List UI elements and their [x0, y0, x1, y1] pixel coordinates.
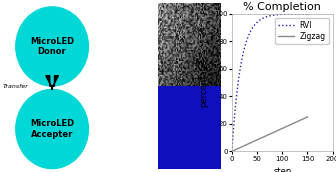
Zigzag — [302, 118, 306, 120]
Text: MicroLED
Accepter: MicroLED Accepter — [30, 119, 74, 139]
Zigzag — [305, 116, 309, 118]
Zigzag — [233, 149, 237, 151]
Zigzag — [244, 144, 248, 146]
RVI — [278, 13, 282, 15]
RVI — [285, 13, 289, 15]
Legend: RVI, Zigzag: RVI, Zigzag — [275, 18, 329, 44]
RVI — [239, 63, 243, 65]
RVI — [230, 150, 234, 152]
Line: RVI: RVI — [232, 14, 307, 151]
Line: Zigzag: Zigzag — [232, 117, 307, 151]
RVI — [305, 13, 309, 15]
Title: % Completion: % Completion — [243, 2, 321, 12]
Zigzag — [230, 150, 234, 152]
RVI — [284, 13, 288, 15]
RVI — [260, 18, 264, 20]
Text: Transfer: Transfer — [3, 84, 29, 89]
Y-axis label: percentage: percentage — [200, 58, 209, 107]
Text: MicroLED
Donor: MicroLED Donor — [30, 37, 74, 56]
FancyArrow shape — [46, 76, 58, 88]
Zigzag — [299, 119, 303, 121]
Zigzag — [235, 148, 239, 150]
Circle shape — [16, 89, 88, 169]
Circle shape — [16, 7, 88, 86]
X-axis label: step: step — [273, 167, 291, 172]
Zigzag — [250, 141, 254, 143]
RVI — [254, 22, 258, 24]
